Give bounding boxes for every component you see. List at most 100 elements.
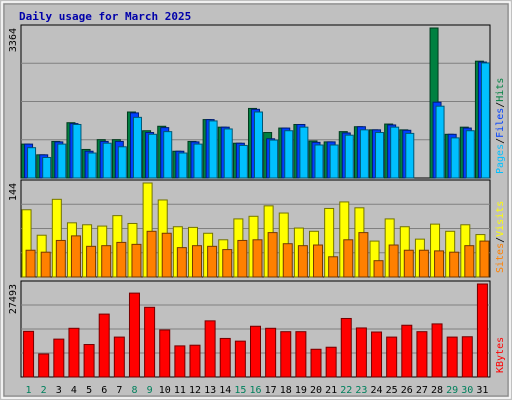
bar-kbytes xyxy=(416,331,428,378)
day-label: 12 xyxy=(189,385,201,396)
bar-pages xyxy=(435,105,445,179)
bar-pages xyxy=(465,130,475,179)
bar-pages xyxy=(163,131,173,179)
bar-kbytes xyxy=(476,283,488,378)
day-label: 26 xyxy=(401,385,413,396)
bar-sites xyxy=(146,230,157,278)
bar-kbytes xyxy=(340,317,352,378)
bar-pages xyxy=(117,146,127,179)
day-label: 19 xyxy=(295,385,307,396)
bar-kbytes xyxy=(128,292,140,378)
bar-sites xyxy=(101,245,112,278)
day-label: 25 xyxy=(386,385,398,396)
bar-pages xyxy=(27,147,37,179)
bar-sites xyxy=(479,240,490,278)
y-max-label: 3364 xyxy=(8,28,19,52)
day-label: 8 xyxy=(131,385,137,396)
bar-pages xyxy=(390,126,400,179)
day-label: 2 xyxy=(41,385,47,396)
bar-kbytes xyxy=(189,344,201,378)
bar-pages xyxy=(72,123,82,179)
bar-pages xyxy=(87,152,97,179)
bar-pages xyxy=(193,143,203,179)
bar-sites xyxy=(176,247,187,278)
bar-sites xyxy=(252,239,263,278)
bar-kbytes xyxy=(83,344,95,378)
bar-kbytes xyxy=(461,336,473,378)
bar-kbytes xyxy=(219,337,231,378)
bar-pages xyxy=(450,137,460,179)
legend-separator: / xyxy=(495,138,506,144)
bar-kbytes xyxy=(113,336,125,378)
day-label: 11 xyxy=(174,385,186,396)
bar-kbytes xyxy=(401,324,413,378)
legend-separator: / xyxy=(495,237,506,243)
bar-sites xyxy=(40,251,51,278)
bar-kbytes xyxy=(325,346,337,378)
panel-visits-sites: 144 xyxy=(8,179,491,278)
bar-kbytes xyxy=(204,320,216,378)
bar-sites xyxy=(464,245,475,278)
bar-sites xyxy=(358,232,369,278)
bar-sites xyxy=(343,239,354,278)
day-label: 30 xyxy=(461,385,473,396)
bar-pages xyxy=(375,132,385,179)
bar-sites xyxy=(161,232,172,278)
day-label: 4 xyxy=(71,385,77,396)
legend-kbytes: KBytes xyxy=(495,337,506,373)
bar-sites xyxy=(191,245,202,278)
day-label: 18 xyxy=(280,385,292,396)
bar-pages xyxy=(57,143,67,179)
bar-sites xyxy=(282,243,293,278)
bar-sites xyxy=(403,249,414,278)
day-label: 9 xyxy=(147,385,153,396)
panel-kbytes: 27493 xyxy=(8,280,491,378)
legend-visits: Visits xyxy=(495,201,506,237)
day-label: 28 xyxy=(431,385,443,396)
bar-pages xyxy=(480,62,490,179)
bar-sites xyxy=(116,241,127,278)
bar-pages xyxy=(132,116,142,179)
bar-pages xyxy=(178,152,188,179)
bar-pages xyxy=(208,120,218,179)
day-label: 23 xyxy=(355,385,367,396)
bar-sites xyxy=(328,256,339,278)
bar-pages xyxy=(405,132,415,179)
day-label: 5 xyxy=(86,385,92,396)
bar-pages xyxy=(314,144,324,179)
day-label: 24 xyxy=(371,385,383,396)
bar-kbytes xyxy=(280,331,292,378)
bar-kbytes xyxy=(23,330,35,378)
bar-pages xyxy=(223,128,233,179)
day-label: 22 xyxy=(340,385,352,396)
day-label: 15 xyxy=(234,385,246,396)
day-label: 3 xyxy=(56,385,62,396)
bar-pages xyxy=(102,142,112,179)
day-label: 31 xyxy=(476,385,488,396)
bar-kbytes xyxy=(250,325,261,378)
bar-sites xyxy=(131,243,142,278)
bar-kbytes xyxy=(355,327,367,378)
legend-kbytes: KBytes xyxy=(495,337,506,373)
bar-sites xyxy=(237,239,248,278)
bar-sites xyxy=(86,245,97,278)
bar-kbytes xyxy=(265,327,277,378)
bar-sites xyxy=(55,239,66,278)
day-label: 17 xyxy=(265,385,277,396)
bar-pages xyxy=(42,156,52,179)
legend-files: Files xyxy=(495,108,506,138)
bar-kbytes xyxy=(431,323,443,378)
bar-kbytes xyxy=(144,306,156,378)
bar-kbytes xyxy=(174,345,186,378)
bar-pages xyxy=(238,144,248,179)
day-label: 6 xyxy=(101,385,107,396)
bar-kbytes xyxy=(159,329,171,378)
bar-pages xyxy=(284,130,294,179)
bar-kbytes xyxy=(234,340,246,378)
day-label: 20 xyxy=(310,385,322,396)
bar-pages xyxy=(299,126,309,179)
day-label: 10 xyxy=(159,385,171,396)
day-label: 21 xyxy=(325,385,337,396)
